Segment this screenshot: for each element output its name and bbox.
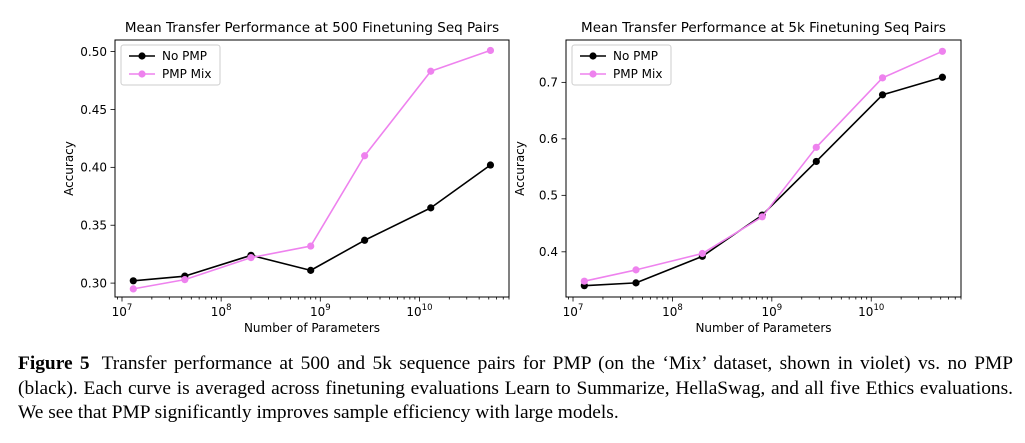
- x-axis-label: Number of Parameters: [695, 321, 831, 335]
- x-tick-exponent: 10: [873, 303, 884, 313]
- x-tick-exponent: 8: [226, 303, 231, 313]
- data-point-no-pmp: [878, 91, 887, 99]
- x-tick-exponent: 9: [325, 303, 330, 313]
- data-point-no-pmp: [361, 236, 369, 244]
- y-tick-label: 0.5: [539, 189, 558, 203]
- x-tick-label: 1010: [858, 303, 884, 319]
- x-tick-base: 10: [406, 305, 421, 319]
- data-point-no-pmp: [486, 161, 495, 169]
- x-tick-exponent: 8: [677, 303, 682, 313]
- legend-box: [120, 44, 221, 86]
- data-point-pmp-mix: [698, 249, 706, 258]
- x-tick-base: 10: [858, 305, 873, 319]
- x-tick-base: 10: [112, 305, 127, 319]
- x-tick-base: 10: [563, 305, 578, 319]
- data-point-pmp-mix: [938, 47, 947, 55]
- series-line-no-pmp: [133, 164, 491, 282]
- x-tick-exponent: 9: [777, 303, 782, 313]
- legend-label-no-pmp: No PMP: [613, 49, 658, 63]
- x-axis-label: Number of Parameters: [244, 321, 380, 335]
- data-point-pmp-mix: [361, 152, 369, 160]
- x-tick-base: 10: [761, 305, 776, 319]
- x-tick-base: 10: [662, 305, 677, 319]
- plot-frame: [114, 39, 510, 298]
- x-tick-base: 10: [310, 305, 325, 319]
- legend-swatch-marker-pmp-mix: [589, 70, 597, 78]
- data-point-pmp-mix: [580, 277, 588, 285]
- data-point-pmp-mix: [878, 74, 887, 82]
- series-line-no-pmp: [584, 76, 943, 287]
- data-point-no-pmp: [427, 204, 435, 212]
- series-line-pmp-mix: [133, 49, 491, 290]
- data-point-pmp-mix: [129, 285, 137, 293]
- y-axis-label: Accuracy: [513, 141, 527, 196]
- caption-label: Figure 5: [18, 353, 90, 374]
- x-tick-label: 107: [563, 303, 584, 319]
- data-point-pmp-mix: [486, 46, 495, 55]
- legend-label-pmp-mix: PMP Mix: [613, 67, 662, 81]
- x-tick-label: 109: [761, 303, 782, 319]
- data-point-no-pmp: [307, 266, 315, 274]
- data-point-no-pmp: [129, 277, 137, 285]
- data-point-no-pmp: [632, 279, 640, 287]
- y-tick-label: 0.4: [539, 245, 558, 259]
- figure-charts: Mean Transfer Performance at 500 Finetun…: [62, 20, 962, 335]
- data-point-pmp-mix: [812, 143, 820, 151]
- legend-box: [571, 44, 672, 86]
- x-tick-label: 108: [662, 303, 683, 319]
- x-tick-label: 107: [112, 303, 133, 319]
- x-tick-label: 108: [211, 303, 232, 319]
- legend-label-pmp-mix: PMP Mix: [162, 67, 211, 81]
- y-tick-label: 0.6: [539, 132, 558, 146]
- data-point-pmp-mix: [307, 242, 315, 250]
- legend-swatch-marker-no-pmp: [138, 52, 146, 60]
- caption-text: Transfer performance at 500 and 5k seque…: [18, 353, 1013, 423]
- chart-title: Mean Transfer Performance at 500 Finetun…: [125, 20, 499, 36]
- legend-label-no-pmp: No PMP: [162, 49, 207, 63]
- chart-title: Mean Transfer Performance at 5k Finetuni…: [581, 20, 946, 36]
- x-tick-exponent: 10: [422, 303, 433, 313]
- y-tick-label: 0.7: [539, 76, 558, 90]
- series-line-pmp-mix: [584, 50, 943, 282]
- data-point-no-pmp: [812, 157, 820, 166]
- x-tick-label: 109: [310, 303, 331, 319]
- plot-frame: [565, 39, 962, 298]
- chart-1: Mean Transfer Performance at 500 Finetun…: [62, 20, 510, 335]
- y-tick-label: 0.30: [80, 276, 107, 290]
- y-tick-label: 0.45: [80, 103, 107, 117]
- data-point-pmp-mix: [632, 266, 640, 274]
- data-point-pmp-mix: [427, 67, 435, 75]
- chart-2: Mean Transfer Performance at 5k Finetuni…: [513, 20, 962, 335]
- y-tick-label: 0.35: [80, 219, 107, 233]
- data-point-pmp-mix: [181, 276, 189, 284]
- data-point-no-pmp: [938, 73, 947, 81]
- y-tick-label: 0.40: [80, 161, 107, 175]
- data-point-pmp-mix: [758, 213, 766, 221]
- x-tick-base: 10: [211, 305, 226, 319]
- y-tick-label: 0.50: [80, 45, 107, 59]
- legend-swatch-marker-pmp-mix: [138, 70, 146, 78]
- legend-swatch-marker-no-pmp: [589, 52, 597, 60]
- y-axis-label: Accuracy: [62, 141, 76, 196]
- x-tick-label: 1010: [406, 303, 432, 319]
- x-tick-exponent: 7: [578, 303, 583, 313]
- figure-caption: Figure 5 Transfer performance at 500 and …: [18, 352, 1013, 426]
- x-tick-exponent: 7: [127, 303, 132, 313]
- data-point-pmp-mix: [247, 254, 255, 262]
